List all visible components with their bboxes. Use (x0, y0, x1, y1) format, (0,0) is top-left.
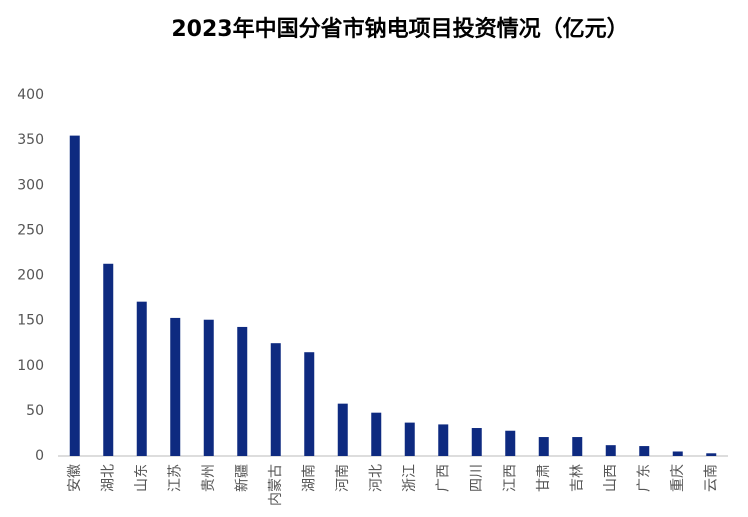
x-tick-label: 河北 (368, 464, 384, 492)
y-tick-label: 400 (17, 87, 44, 103)
x-tick-label: 河南 (335, 464, 351, 492)
x-tick-label: 浙江 (402, 464, 418, 492)
bar (337, 403, 348, 456)
x-tick-label: 广东 (636, 464, 652, 492)
x-tick-label: 内蒙古 (268, 464, 284, 506)
y-tick-label: 0 (35, 448, 44, 464)
x-tick-label: 江西 (502, 464, 518, 492)
x-tick-label: 新疆 (234, 464, 250, 492)
y-tick-label: 350 (17, 132, 44, 148)
bar (103, 263, 114, 456)
bar (203, 319, 214, 456)
x-tick-label: 江苏 (167, 464, 183, 492)
bar (672, 451, 683, 456)
x-tick-label: 山东 (134, 464, 150, 492)
x-tick-label: 广西 (435, 464, 451, 492)
bar (706, 453, 717, 456)
bar (505, 430, 516, 456)
x-tick-label: 重庆 (670, 464, 686, 492)
bar (304, 352, 315, 456)
y-tick-label: 200 (17, 268, 44, 284)
bar (371, 412, 382, 456)
y-tick-label: 150 (17, 313, 44, 329)
x-tick-label: 吉林 (569, 464, 585, 492)
y-tick-label: 50 (26, 403, 44, 419)
x-tick-label: 湖北 (100, 464, 116, 492)
bar (136, 301, 147, 456)
bar (404, 422, 415, 456)
bar (270, 343, 281, 456)
bar (471, 428, 482, 456)
bar (572, 437, 583, 456)
bar (639, 446, 650, 456)
bar (237, 326, 248, 456)
x-tick-label: 贵州 (201, 464, 217, 492)
bar (605, 445, 616, 456)
x-tick-label: 安徽 (67, 464, 83, 492)
bar (69, 135, 80, 457)
bar (438, 424, 449, 456)
y-tick-label: 300 (17, 177, 44, 193)
x-tick-label: 四川 (469, 464, 485, 492)
x-tick-label: 山西 (603, 464, 619, 492)
y-tick-label: 250 (17, 222, 44, 238)
bar (170, 317, 181, 456)
x-tick-label: 云南 (703, 464, 719, 492)
x-tick-label: 甘肃 (536, 464, 552, 492)
x-tick-label: 湖南 (301, 464, 317, 492)
bar (538, 437, 549, 456)
chart-title: 2023年中国分省市钠电项目投资情况（亿元） (171, 16, 628, 42)
y-tick-label: 100 (17, 358, 44, 374)
